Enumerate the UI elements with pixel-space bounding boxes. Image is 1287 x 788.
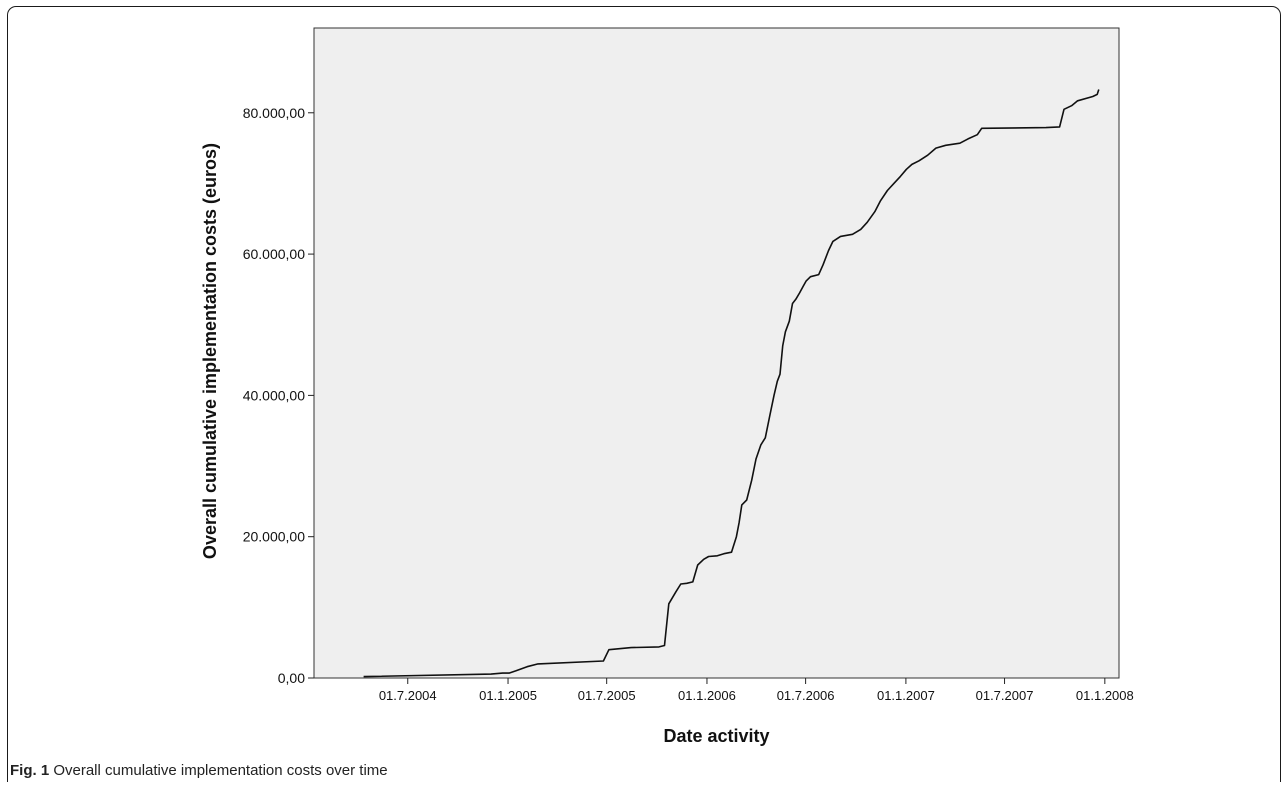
y-tick-label: 60.000,00	[243, 246, 305, 262]
x-tick-label: 01.7.2004	[379, 688, 437, 703]
series-layer	[363, 89, 1100, 678]
figure-label: Fig. 1	[10, 762, 50, 779]
y-tick-label: 80.000,00	[243, 105, 305, 121]
x-axis: 01.7.2004 01.1.2005 01.7.2005 01.1.2006 01.7…	[379, 678, 1134, 703]
series-line	[363, 89, 1100, 678]
figure-caption-text: Overall cumulative implementation costs …	[49, 762, 388, 779]
figure-frame	[7, 6, 1281, 782]
figure-caption: Fig. 1 Overall cumulative implementation…	[10, 762, 388, 779]
x-tick-label: 01.7.2007	[976, 688, 1034, 703]
y-axis-label: Overall cumulative implementation costs …	[200, 143, 220, 559]
x-axis-label: Date activity	[663, 726, 769, 746]
x-tick-label: 01.1.2005	[479, 688, 537, 703]
x-tick-label: 01.1.2008	[1076, 688, 1134, 703]
x-tick-label: 01.7.2005	[578, 688, 636, 703]
y-tick-label: 0,00	[278, 670, 305, 686]
x-tick-label: 01.1.2007	[877, 688, 935, 703]
x-tick-label: 01.1.2006	[678, 688, 736, 703]
y-tick-label: 40.000,00	[243, 387, 305, 403]
y-tick-label: 20.000,00	[243, 529, 305, 545]
plot-area	[313, 27, 1120, 679]
x-tick-label: 01.7.2006	[777, 688, 835, 703]
y-axis: 0,00 20.000,00 40.000,00 60.000,00 80.000,00	[243, 105, 314, 686]
